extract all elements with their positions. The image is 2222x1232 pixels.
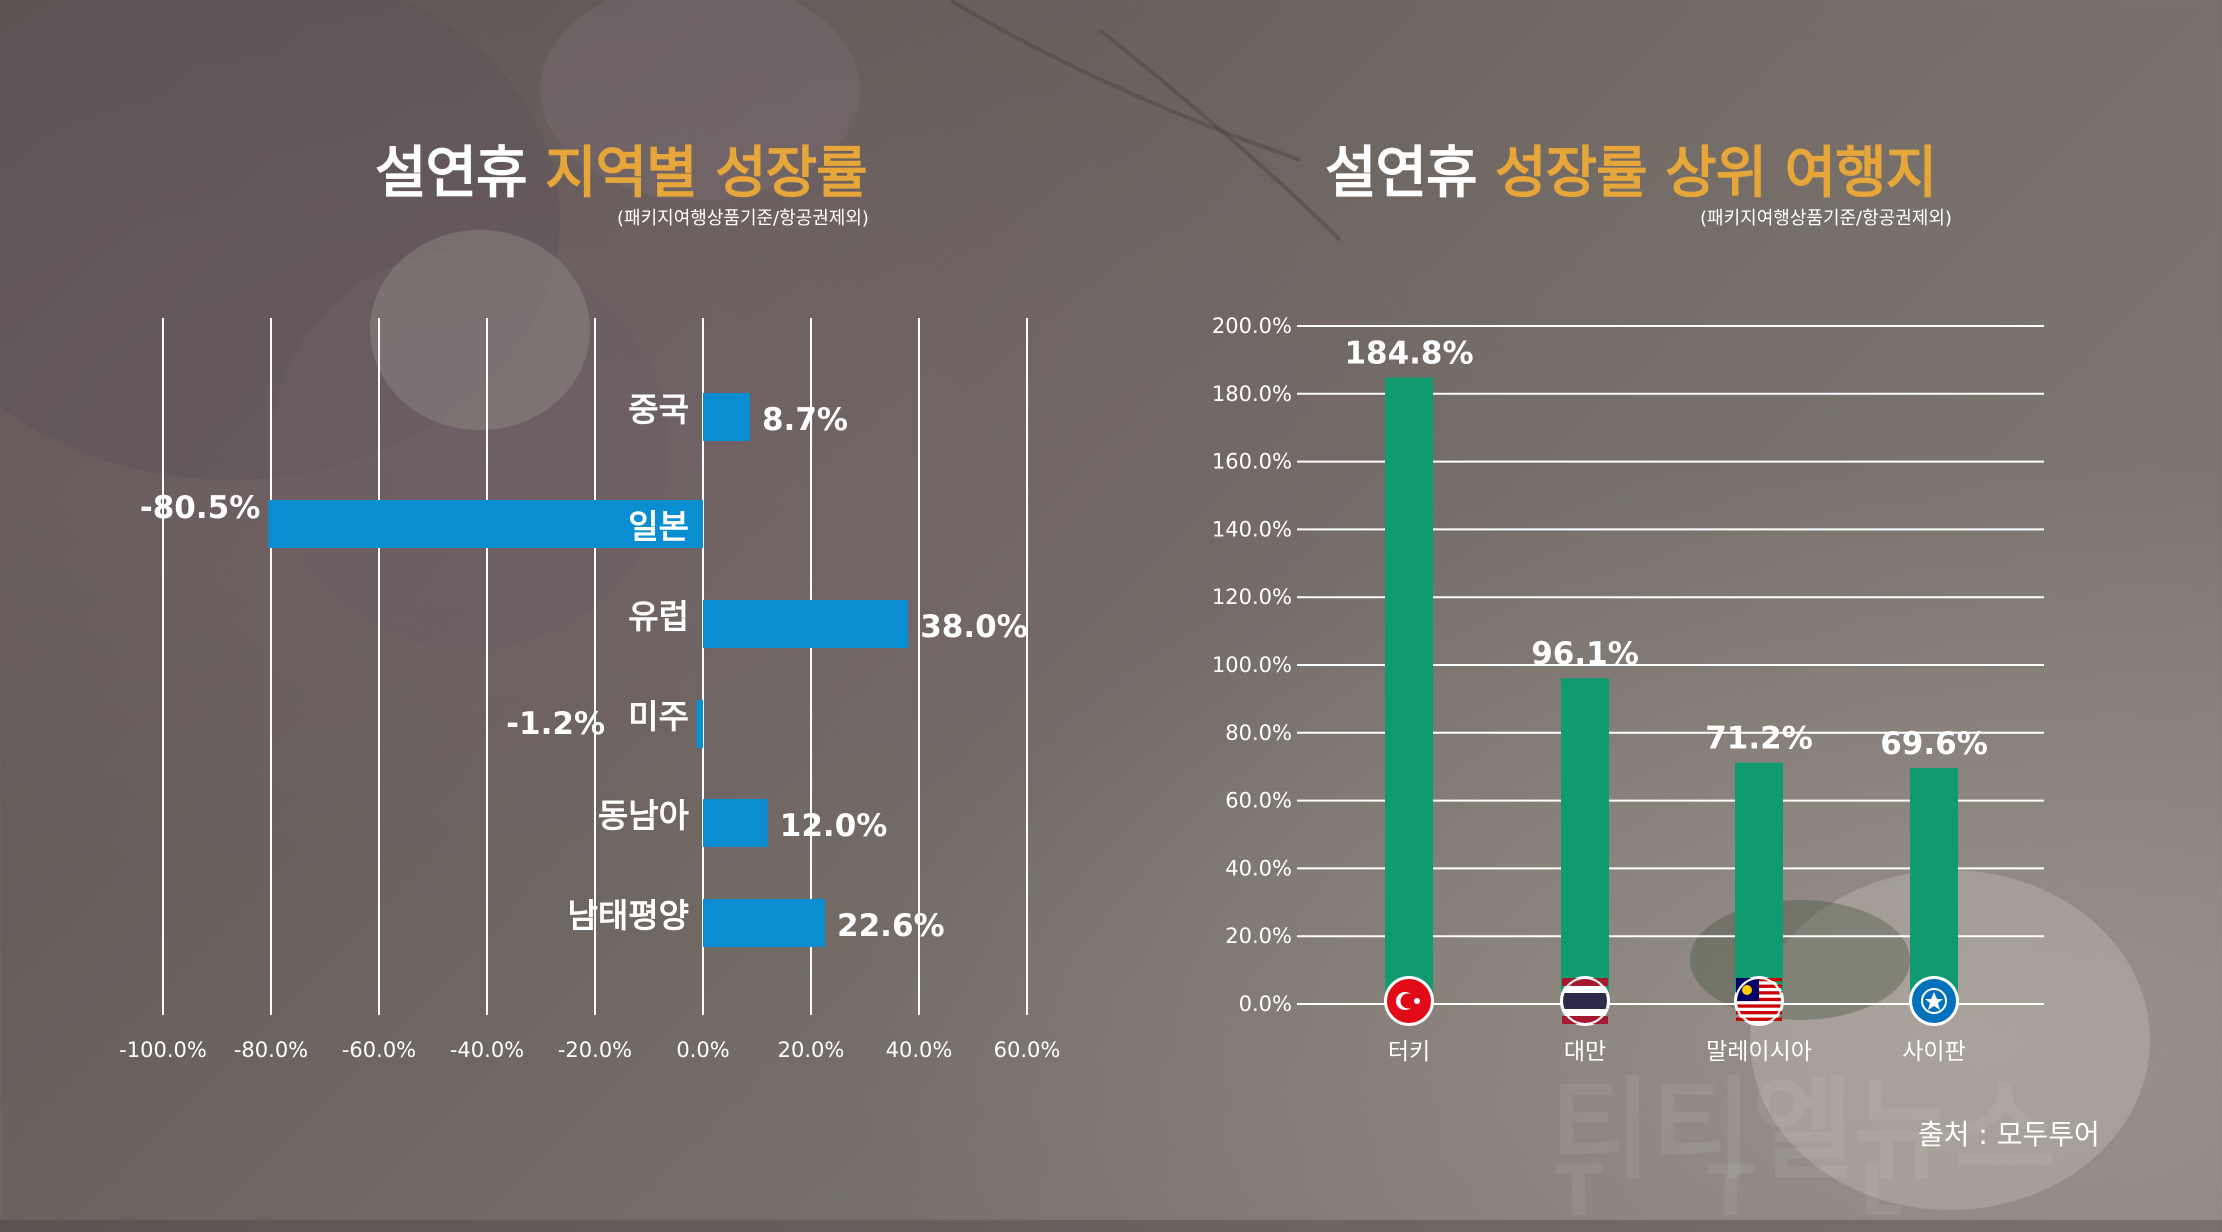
y-tick-label: 60.0% [1225,789,1292,813]
y-tick-label: 200.0% [1212,314,1292,338]
value-label: -80.5% [140,490,260,526]
bar-일본 [268,500,703,548]
watermark-text: 티티엘뉴스 [1550,1066,2056,1194]
y-tick-label: 100.0% [1212,653,1292,677]
bar-터키 [1385,377,1433,1004]
value-label: 38.0% [920,609,1028,645]
value-label: 69.6% [1880,726,1988,762]
right-chart-title: 설연휴 성장률 상위 여행지 [1325,128,1937,209]
y-tick-label: 120.0% [1212,585,1292,609]
y-tick-label: 140.0% [1212,517,1292,541]
source-note: 출처 : 모두투어 [1918,1118,2100,1151]
category-label: 터키 [1388,1039,1430,1065]
x-tick-label: 40.0% [886,1038,953,1062]
value-label: 71.2% [1705,721,1813,757]
thailand-flag-icon [1560,976,1610,1026]
x-tick-label: -40.0% [450,1038,524,1062]
bar-대만 [1561,678,1609,1004]
value-label: 96.1% [1531,636,1639,672]
x-tick-label: 60.0% [994,1038,1061,1062]
value-label: 184.8% [1344,336,1473,372]
left-title-highlight: 지역별 성장률 [545,141,868,206]
value-label: 22.6% [837,908,945,944]
x-tick-label: -20.0% [558,1038,632,1062]
bar-유럽 [703,600,909,648]
x-tick-label: 0.0% [676,1038,729,1062]
category-label: 일본 [628,507,689,546]
bar-중국 [703,393,750,441]
turkey-flag-icon [1384,976,1434,1026]
bar-남태평양 [703,899,826,947]
watermark-subtext: T T L [1555,1150,1944,1232]
northern-mariana-flag-icon [1909,976,1959,1026]
category-label: 미주 [628,697,689,736]
right-bar-chart: 0.0% 20.0% 40.0% 60.0% 80.0% 100.0% 120.0% 140.… [1212,314,2044,1065]
right-title-part1: 설연휴 [1325,141,1496,206]
x-tick-label: -60.0% [342,1038,416,1062]
x-tick-label: 20.0% [778,1038,845,1062]
category-label: 남태평양 [568,896,689,935]
right-title-highlight: 성장률 상위 여행지 [1495,141,1937,206]
value-label: -1.2% [506,706,605,742]
y-tick-label: 180.0% [1212,382,1292,406]
category-label: 대만 [1564,1039,1606,1065]
right-chart-subtitle: (패키지여행상품기준/항공권제외) [1700,208,1952,229]
bar-말레이시아 [1735,762,1783,1004]
y-tick-label: 0.0% [1239,992,1292,1016]
category-label: 중국 [628,390,689,429]
left-chart-title: 설연휴 지역별 성장률 [375,128,868,209]
bar-동남아 [703,799,768,847]
left-chart-subtitle: (패키지여행상품기준/항공권제외) [617,208,869,229]
malaysia-flag-icon [1734,976,1784,1026]
bar-사이판 [1910,768,1958,1004]
y-tick-label: 40.0% [1225,856,1292,880]
x-tick-label: -100.0% [119,1038,207,1062]
y-tick-label: 160.0% [1212,450,1292,474]
value-label: 12.0% [780,808,888,844]
left-title-part1: 설연휴 [375,141,546,206]
category-label: 유럽 [628,597,689,636]
bar-미주 [696,700,703,748]
x-tick-label: -80.0% [234,1038,308,1062]
y-tick-label: 20.0% [1225,924,1292,948]
y-tick-label: 80.0% [1225,721,1292,745]
value-label: 8.7% [762,402,848,438]
category-label: 말레이시아 [1706,1039,1812,1065]
category-label: 사이판 [1902,1039,1965,1065]
category-label: 동남아 [598,796,690,835]
left-bar-chart: -100.0% -80.0% -60.0% -40.0% -20.0% 0.0% 20.0%… [119,318,1060,1062]
